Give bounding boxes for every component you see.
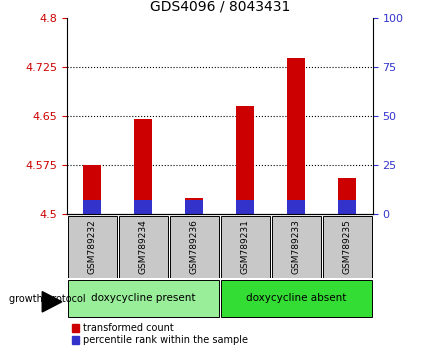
- Bar: [338, 200, 356, 214]
- FancyBboxPatch shape: [271, 216, 320, 278]
- Text: GSM789236: GSM789236: [189, 219, 198, 274]
- Bar: [287, 200, 304, 214]
- Text: doxycycline present: doxycycline present: [91, 293, 195, 303]
- FancyBboxPatch shape: [220, 280, 371, 316]
- Text: growth protocol: growth protocol: [9, 294, 85, 304]
- Bar: [236, 200, 254, 214]
- Bar: [185, 200, 203, 214]
- FancyBboxPatch shape: [322, 216, 371, 278]
- Text: doxycycline absent: doxycycline absent: [246, 293, 346, 303]
- Bar: [338, 178, 356, 214]
- Text: GSM789235: GSM789235: [342, 219, 351, 274]
- Bar: [236, 106, 254, 214]
- Legend: transformed count, percentile rank within the sample: transformed count, percentile rank withi…: [71, 324, 248, 346]
- FancyBboxPatch shape: [119, 216, 167, 278]
- Bar: [185, 198, 203, 214]
- Text: GSM789231: GSM789231: [240, 219, 249, 274]
- FancyBboxPatch shape: [220, 216, 269, 278]
- Polygon shape: [42, 292, 62, 312]
- Bar: [134, 119, 152, 214]
- FancyBboxPatch shape: [169, 216, 218, 278]
- Text: GSM789233: GSM789233: [291, 219, 300, 274]
- FancyBboxPatch shape: [68, 216, 117, 278]
- Text: GSM789234: GSM789234: [138, 219, 147, 274]
- Text: GSM789232: GSM789232: [88, 219, 97, 274]
- FancyBboxPatch shape: [68, 280, 218, 316]
- Bar: [134, 200, 152, 214]
- Bar: [83, 165, 101, 214]
- Bar: [287, 58, 304, 214]
- Title: GDS4096 / 8043431: GDS4096 / 8043431: [149, 0, 289, 14]
- Bar: [83, 200, 101, 214]
